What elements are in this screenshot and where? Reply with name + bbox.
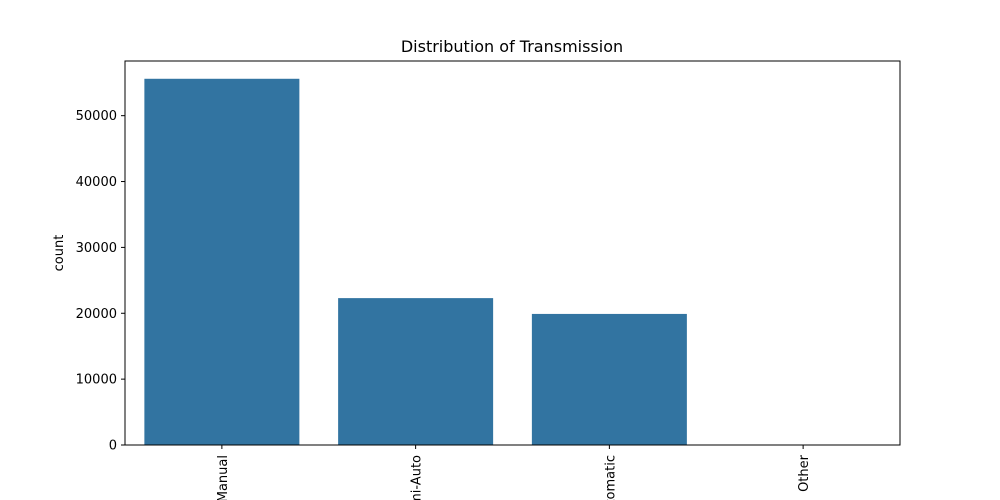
- bar-manual: [144, 78, 300, 445]
- y-tick-label: 10000: [76, 373, 117, 388]
- y-tick-label: 50000: [76, 109, 117, 124]
- y-axis: 0 10000 20000 30000 40000 50000: [76, 109, 125, 454]
- plot-frame: [124, 60, 901, 446]
- y-axis-label: count: [52, 235, 67, 272]
- y-tick-label: 0: [109, 439, 117, 454]
- x-tick-label: Semi-Auto: [410, 455, 425, 500]
- y-tick-label: 40000: [76, 175, 117, 190]
- bar-automatic: [531, 313, 687, 445]
- bar-semi-auto: [338, 298, 494, 445]
- y-tick-label: 20000: [76, 307, 117, 322]
- x-axis: Manual Semi-Auto Automatic Other: [216, 445, 812, 500]
- x-tick-label: Manual: [216, 455, 231, 500]
- bars-group: [144, 78, 881, 445]
- chart-title: Distribution of Transmission: [401, 37, 623, 56]
- y-tick-label: 30000: [76, 241, 117, 256]
- x-tick-label: Other: [797, 454, 812, 492]
- x-tick-label: Automatic: [603, 455, 618, 500]
